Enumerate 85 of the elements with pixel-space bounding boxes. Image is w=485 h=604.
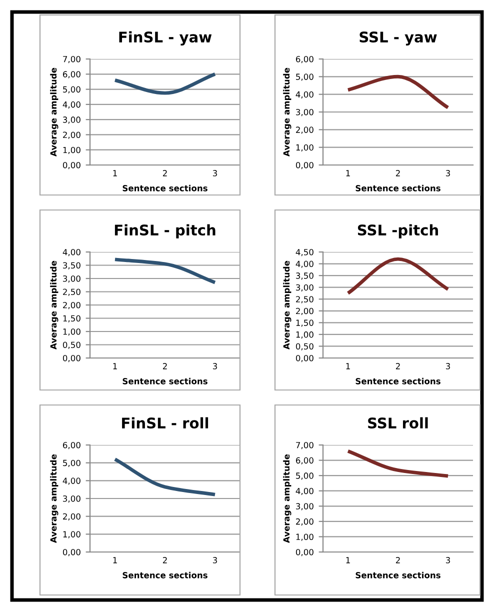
y-tick-label: 4,00: [296, 488, 314, 495]
y-tick-label: 5,00: [296, 472, 314, 480]
y-tick-label: 1,50: [63, 315, 80, 322]
y-tick-label: 0,00: [296, 354, 314, 362]
y-tick-label: 0,00: [296, 162, 314, 170]
x-axis-title: Sentence sections: [122, 184, 208, 192]
x-axis-title: Sentence sections: [356, 184, 440, 192]
y-tick-label: 1,50: [296, 320, 314, 327]
x-axis-title: Sentence sections: [356, 572, 440, 578]
y-axis-title: Average amplitude: [50, 260, 58, 350]
y-tick-label: 3,00: [63, 495, 80, 503]
y-tick-label: 1,00: [63, 146, 80, 154]
chart-title: SSL -pitch: [358, 224, 438, 238]
y-axis-title: Average amplitude: [283, 260, 292, 350]
y-tick-label: 0,00: [62, 354, 80, 362]
x-tick-label: 3: [446, 363, 450, 370]
y-tick-label: 2,00: [296, 126, 314, 134]
x-tick-label: 3: [446, 557, 450, 564]
x-tick-label: 1: [113, 170, 117, 176]
x-tick-label: 2: [162, 363, 167, 370]
y-tick-label: 4,00: [62, 248, 80, 256]
y-tick-label: 7,00: [296, 442, 314, 450]
y-tick-label: 6,00: [296, 457, 314, 464]
x-tick-label: 2: [162, 170, 167, 176]
x-axis-title: Sentence sections: [122, 572, 208, 578]
x-tick-label: 2: [162, 557, 167, 564]
y-tick-label: 3,00: [296, 108, 314, 116]
y-tick-label: 7,00: [63, 56, 80, 64]
x-tick-label: 1: [346, 170, 350, 176]
chart-title: FinSL - yaw: [119, 31, 212, 46]
y-axis-title: Average amplitude: [283, 68, 292, 156]
y-axis-title: Average amplitude: [283, 454, 292, 543]
x-axis-title: Sentence sections: [356, 378, 440, 384]
x-tick-label: 2: [396, 557, 400, 564]
y-tick-label: 0,50: [62, 342, 80, 349]
x-tick-label: 1: [113, 557, 117, 564]
y-tick-label: 3,00: [296, 503, 314, 510]
x-tick-label: 3: [212, 363, 217, 370]
y-tick-label: 2,00: [296, 308, 314, 316]
y-tick-label: 0,00: [296, 548, 314, 556]
y-tick-label: 6,00: [296, 56, 314, 64]
y-tick-label: 2,50: [296, 296, 314, 304]
y-tick-label: 5,00: [296, 74, 314, 81]
chart-title: SSL roll: [368, 417, 428, 429]
y-tick-label: 1,00: [63, 531, 80, 538]
x-tick-label: 3: [446, 170, 450, 176]
y-tick-label: 6,00: [63, 71, 80, 78]
y-tick-label: 3,50: [63, 262, 80, 270]
x-tick-label: 1: [346, 557, 350, 564]
y-tick-label: 4,00: [296, 91, 314, 98]
chart-title: SSL - yaw: [360, 32, 437, 46]
y-tick-label: 4,00: [62, 478, 80, 485]
y-tick-label: 2,00: [63, 132, 80, 139]
y-tick-label: 2,00: [63, 513, 80, 520]
y-tick-label: 3,00: [63, 275, 80, 283]
y-tick-label: 2,00: [63, 302, 80, 310]
y-tick-label: 2,00: [296, 518, 314, 526]
y-tick-label: 1,00: [296, 331, 314, 339]
y-tick-label: 2,50: [63, 288, 80, 296]
chart-title: FinSL - roll: [122, 417, 208, 429]
x-tick-label: 3: [212, 170, 217, 176]
y-tick-label: 5,00: [63, 460, 80, 467]
y-tick-label: 4,00: [62, 101, 80, 109]
y-tick-label: 4,50: [296, 248, 314, 256]
y-tick-label: 1,00: [296, 144, 314, 152]
x-tick-label: 1: [346, 363, 350, 370]
y-tick-label: 3,00: [296, 284, 314, 292]
x-tick-label: 3: [212, 557, 217, 564]
y-tick-label: 1,00: [296, 534, 314, 541]
y-tick-label: 3,00: [63, 116, 80, 124]
y-tick-label: 5,00: [63, 86, 80, 94]
y-tick-label: 4,00: [296, 260, 314, 268]
chart-title: FinSL - pitch: [114, 224, 216, 238]
y-tick-label: 3,50: [296, 272, 314, 280]
y-tick-label: 0,50: [296, 343, 314, 350]
y-axis-title: Average amplitude: [50, 68, 58, 156]
y-tick-label: 6,00: [63, 442, 80, 450]
y-tick-label: 1,00: [63, 328, 80, 336]
x-tick-label: 2: [396, 170, 400, 176]
y-axis-title: Average amplitude: [50, 454, 58, 543]
x-tick-label: 2: [396, 363, 400, 370]
x-axis-title: Sentence sections: [122, 378, 208, 384]
x-tick-label: 1: [113, 363, 117, 370]
y-tick-label: 0,00: [62, 548, 80, 556]
y-tick-label: 0,00: [62, 162, 80, 170]
